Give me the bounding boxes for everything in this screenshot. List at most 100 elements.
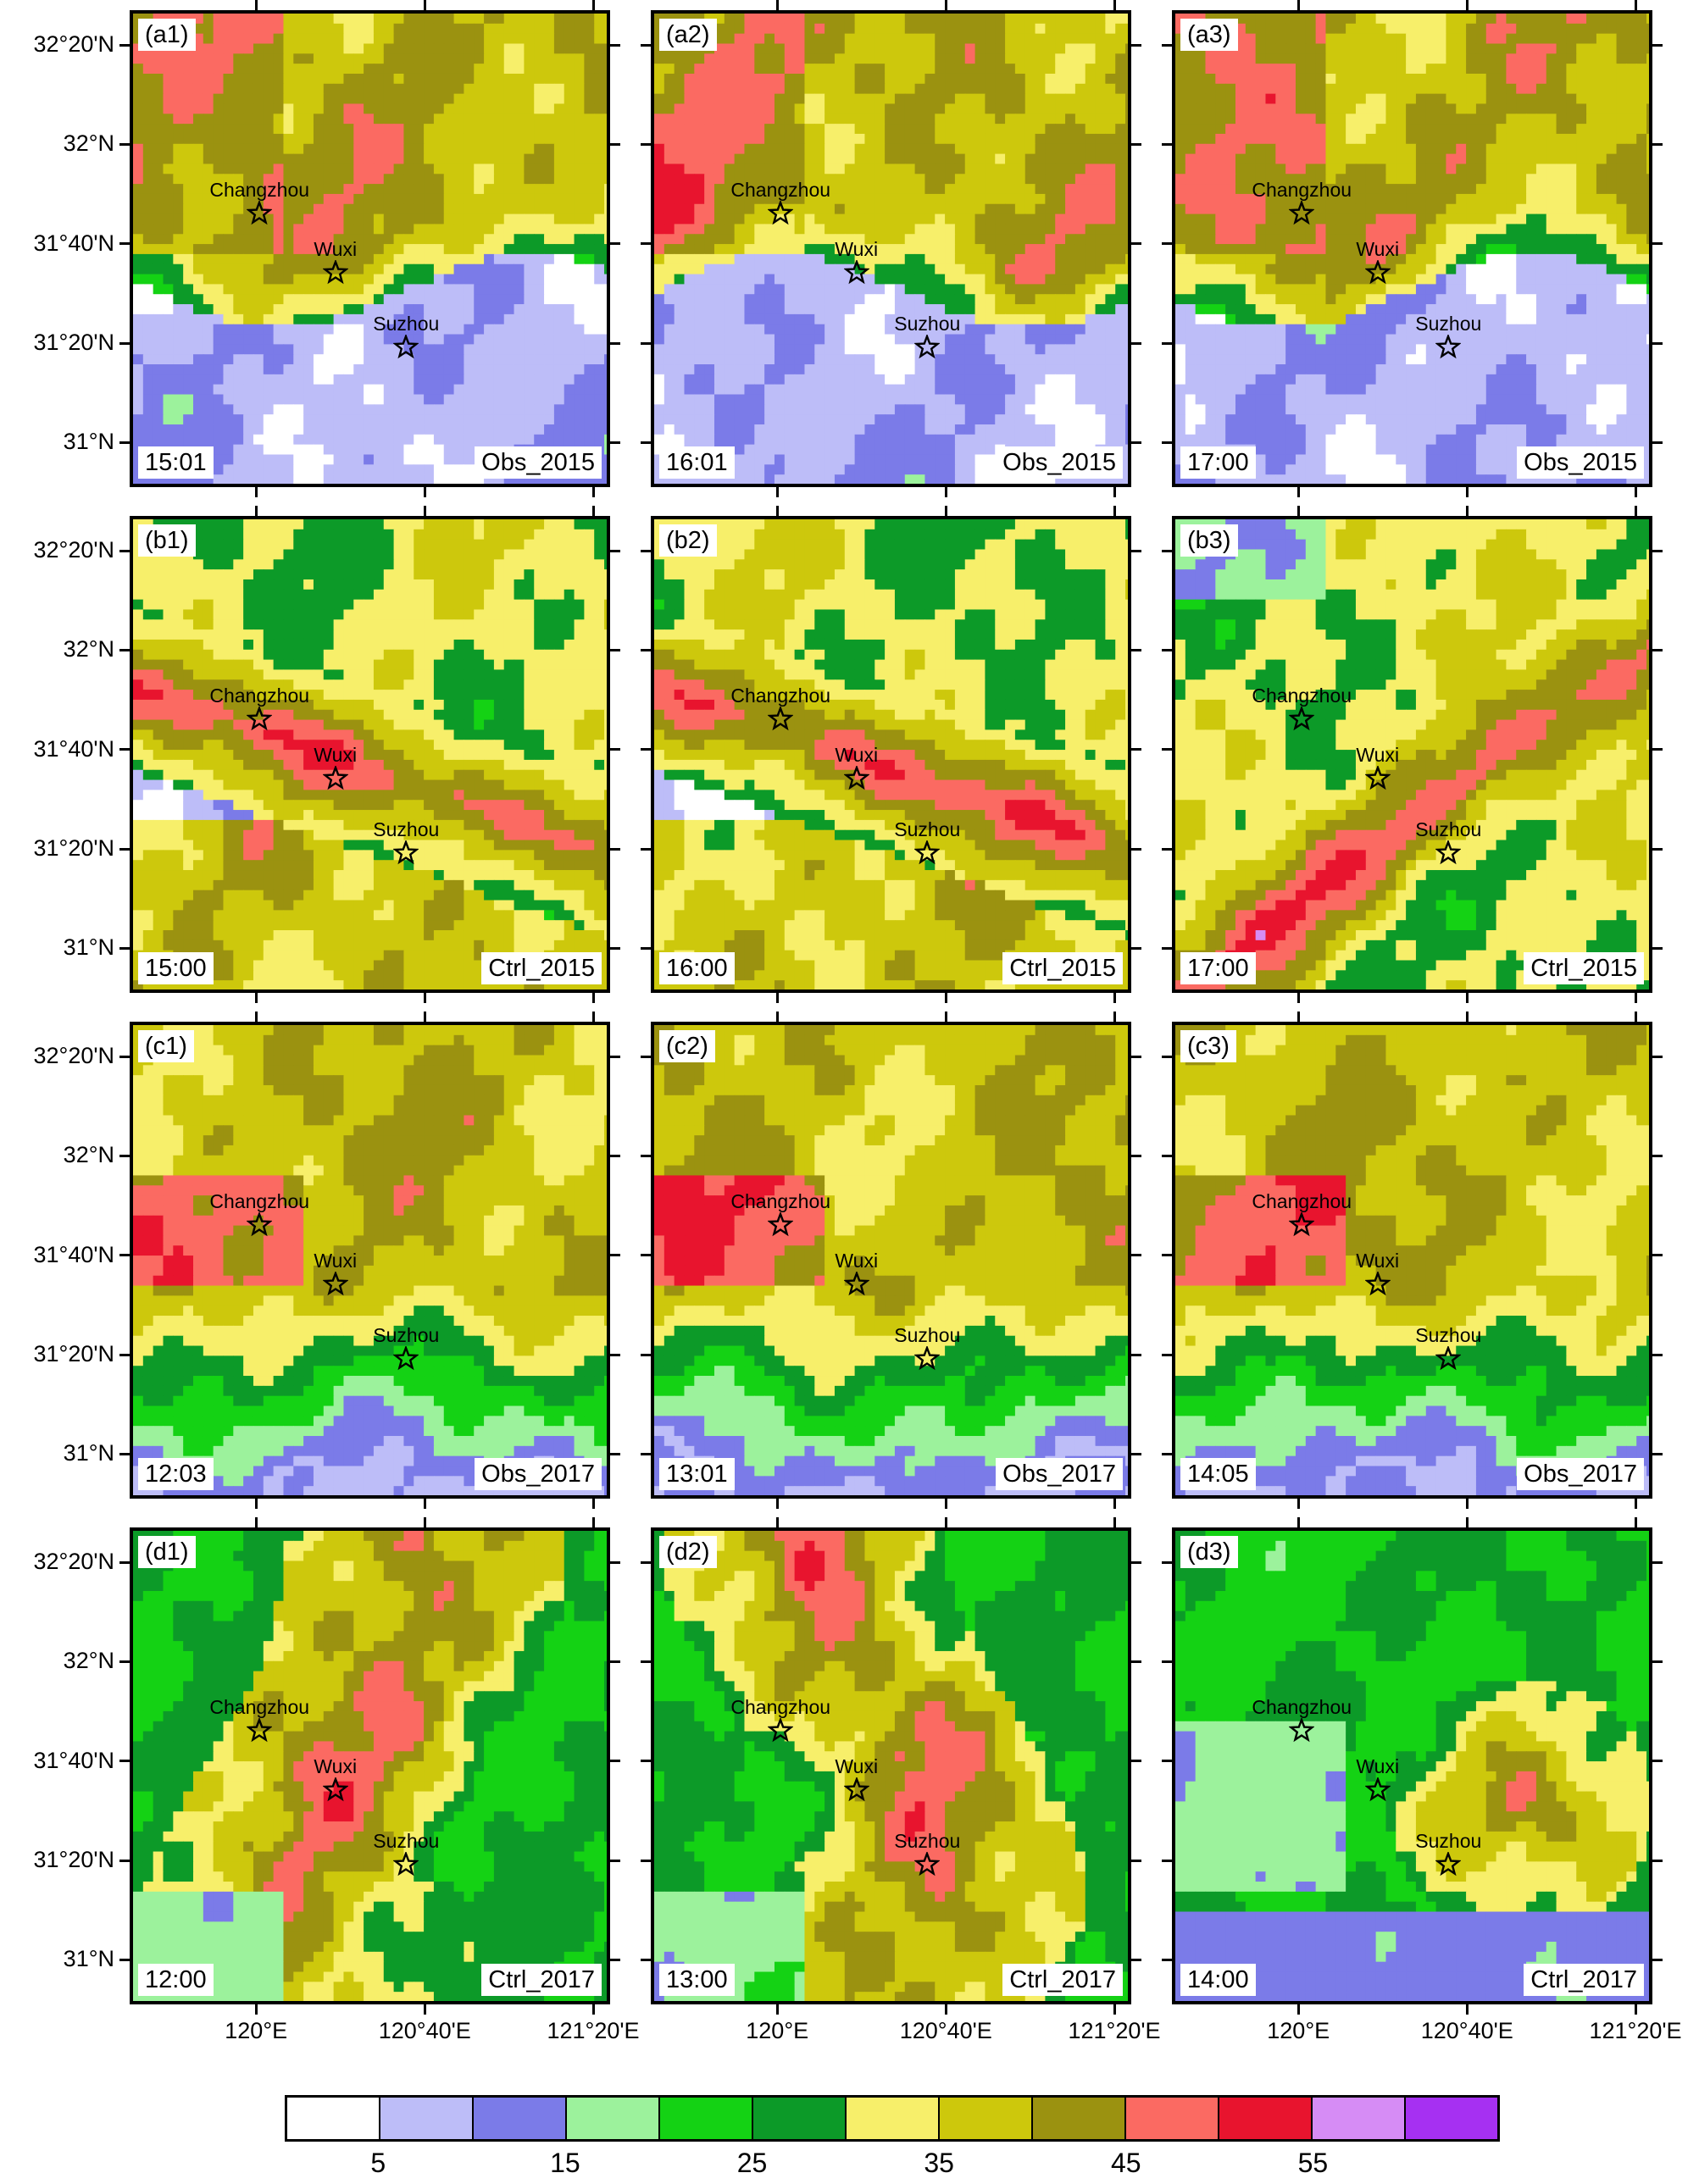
map-panel-b2: (b2) 16:00 Ctrl_2015 Changzhou Wuxi Suzhou [651,516,1131,993]
wuxi-star-icon [843,1272,869,1296]
lon-tick [944,487,947,497]
lat-tick [641,1254,651,1257]
reflectivity-field [1175,1025,1649,1495]
wuxi-star-icon [843,766,869,790]
lon-tick [1465,993,1469,1003]
panel-time-label: 14:05 [1180,1458,1256,1490]
panel-time-label: 15:00 [138,952,214,984]
lat-tick [1652,1859,1663,1862]
wuxi-star-icon [322,1777,348,1802]
lat-tick [610,1560,620,1564]
colorbar-swatch [567,2098,660,2139]
lat-tick [610,43,620,47]
lat-tick [610,648,620,651]
lat-tick [119,1560,130,1564]
panel-source-label: Ctrl_2015 [481,952,602,984]
lat-tick [1162,549,1172,552]
wuxi-star-icon [1364,260,1391,285]
colorbar-swatch [940,2098,1033,2139]
lat-tick [1162,648,1172,651]
city-label-wuxi: Wuxi [314,239,357,259]
lat-label: 31°40'N [33,1242,114,1268]
reflectivity-field [1175,519,1649,989]
panel-source-label: Obs_2017 [996,1458,1123,1490]
reflectivity-field [133,1025,607,1495]
lat-tick [641,549,651,552]
changzhou-star-icon [1289,200,1315,224]
panel-id-label: (d2) [659,1536,717,1568]
lat-tick [610,847,620,851]
lat-label: 32°20'N [33,1549,114,1575]
reflectivity-field [654,519,1128,989]
lat-tick [641,1353,651,1356]
suzhou-star-icon [914,840,941,865]
colorbar-swatch [753,2098,847,2139]
lon-tick [254,506,258,516]
lat-tick [1162,1660,1172,1663]
panel-source-label: Obs_2015 [996,446,1123,479]
lat-label: 32°20'N [33,31,114,58]
lat-tick [119,1254,130,1257]
colorbar-swatch [287,2098,380,2139]
wuxi-star-icon [1364,1777,1391,1802]
city-label-wuxi: Wuxi [1356,745,1399,765]
panel-source-label: Ctrl_2015 [1524,952,1644,984]
lat-tick [1131,946,1141,950]
lon-tick [775,0,779,10]
city-label-changzhou: Changzhou [730,685,830,706]
lon-tick [944,993,947,1003]
lat-label: 31°N [64,1946,114,1972]
lon-tick [254,1012,258,1022]
lat-label: 32°N [64,130,114,157]
lat-tick [119,648,130,651]
lat-tick [1131,648,1141,651]
lat-tick [1131,1452,1141,1455]
city-label-wuxi: Wuxi [314,1756,357,1777]
lon-tick [1113,2004,1116,2015]
city-label-suzhou: Suzhou [1415,1831,1481,1851]
panel-id-label: (a2) [659,19,717,51]
colorbar-label: 5 [370,2148,386,2179]
lon-tick [1113,506,1116,516]
lat-tick [119,748,130,751]
lat-tick [1162,1055,1172,1058]
lat-tick [610,1660,620,1663]
city-label-changzhou: Changzhou [209,1191,309,1211]
city-label-wuxi: Wuxi [835,1756,878,1777]
city-label-suzhou: Suzhou [373,1831,439,1851]
lat-tick [610,1154,620,1157]
lon-tick [423,1012,426,1022]
lon-tick [423,2004,426,2015]
lon-label: 120°40'E [379,2018,471,2044]
lat-tick [1652,441,1663,444]
colorbar-swatch [660,2098,753,2139]
panel-time-label: 15:01 [138,446,214,479]
map-panel-d1: (d1) 12:00 Ctrl_2017 Changzhou Wuxi Suzhou [130,1527,610,2004]
lon-tick [254,487,258,497]
lat-tick [1162,748,1172,751]
panel-time-label: 14:00 [1180,1964,1256,1996]
lon-tick [944,2004,947,2015]
lat-tick [1131,43,1141,47]
lon-tick [423,487,426,497]
suzhou-star-icon [1435,335,1462,359]
panel-id-label: (c3) [1180,1030,1236,1062]
lat-tick [1131,1958,1141,1961]
lat-tick [1652,341,1663,345]
lat-tick [1162,1958,1172,1961]
lat-label: 32°N [64,1648,114,1674]
map-panel-c1: (c1) 12:03 Obs_2017 Changzhou Wuxi Suzhou [130,1022,610,1499]
lat-tick [1131,1560,1141,1564]
colorbar-swatch [847,2098,940,2139]
changzhou-star-icon [1289,706,1315,730]
lat-tick [641,1055,651,1058]
lon-tick [1465,1517,1469,1527]
lat-tick [610,1254,620,1257]
changzhou-star-icon [247,706,273,730]
suzhou-star-icon [1435,840,1462,865]
lat-tick [119,43,130,47]
city-label-wuxi: Wuxi [1356,1250,1399,1271]
panel-source-label: Obs_2017 [475,1458,602,1490]
colorbar-swatch [1219,2098,1313,2139]
